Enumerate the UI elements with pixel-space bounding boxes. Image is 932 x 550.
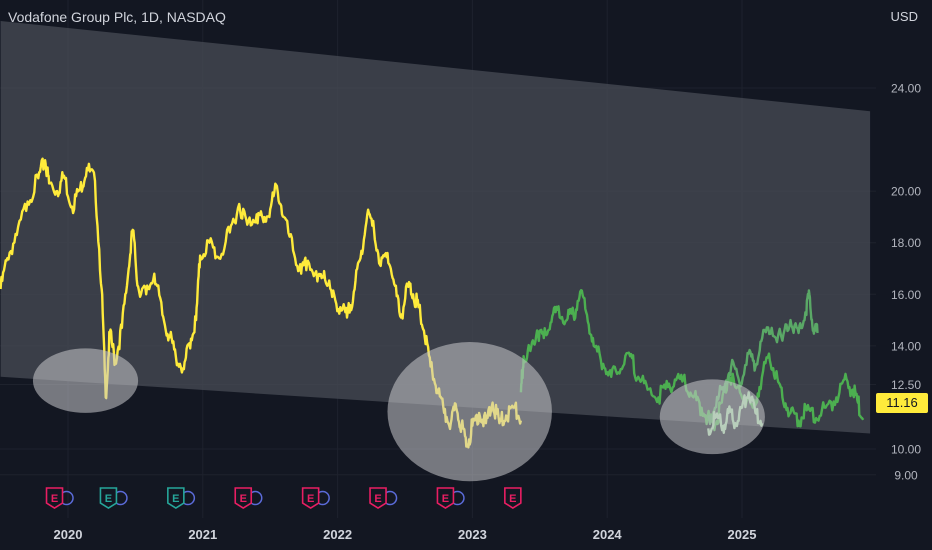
y-tick-label-5: 18.00	[891, 236, 921, 250]
earnings-marker-4[interactable]: E	[301, 487, 330, 509]
earnings-marker-letter-1: E	[105, 493, 112, 505]
y-tick-label-2: 12.50	[891, 378, 921, 392]
earnings-marker-6[interactable]: E	[436, 487, 465, 509]
time-axis[interactable]: 2020 2021 2022 2023 2024 2025	[54, 527, 757, 542]
x-tick-label-5: 2025	[728, 527, 757, 542]
y-tick-label-0: 9.00	[894, 468, 918, 482]
highlight-circle-2	[659, 379, 765, 455]
currency-label: USD	[890, 9, 918, 24]
x-tick-label-0: 2020	[54, 527, 83, 542]
y-tick-label-4: 16.00	[891, 288, 921, 302]
price-axis[interactable]: 9.00 10.00 12.50 14.00 16.00 18.00 20.00 24.00	[891, 82, 921, 483]
last-price-label: 11.16	[876, 393, 928, 413]
earnings-marker-letter-3: E	[240, 493, 247, 505]
earnings-marker-letter-6: E	[442, 493, 449, 505]
earnings-marker-3[interactable]: E	[234, 487, 263, 509]
earnings-marker-badge-7	[504, 487, 522, 509]
earnings-marker-1[interactable]: E	[99, 487, 128, 509]
earnings-marker-badge-2	[167, 487, 185, 509]
regression-channel	[0, 21, 871, 434]
y-tick-label-7: 24.00	[891, 82, 921, 96]
y-tick-label-6: 20.00	[891, 185, 921, 199]
y-tick-label-1: 10.00	[891, 443, 921, 457]
earnings-marker-letter-7: E	[509, 493, 516, 505]
earnings-marker-7[interactable]: E	[504, 487, 522, 509]
x-tick-label-2: 2022	[323, 527, 352, 542]
y-tick-label-3: 14.00	[891, 339, 921, 353]
earnings-marker-badge-4	[301, 487, 320, 509]
earnings-marker-badge-5	[369, 487, 387, 509]
earnings-marker-5[interactable]: E	[369, 487, 398, 509]
highlight-circle-1	[387, 341, 552, 482]
earnings-marker-badge-0	[45, 487, 64, 509]
x-tick-label-4: 2024	[593, 527, 623, 542]
earnings-marker-badge-3	[234, 487, 253, 509]
highlight-circle-0	[32, 348, 139, 413]
earnings-marker-letter-5: E	[374, 493, 381, 505]
earnings-marker-2[interactable]: E	[167, 487, 196, 509]
x-tick-label-3: 2023	[458, 527, 487, 542]
symbol-title[interactable]: Vodafone Group Plc, 1D, NASDAQ	[8, 9, 226, 25]
earnings-marker-letter-0: E	[51, 493, 58, 505]
earnings-marker-badge-1	[99, 487, 118, 509]
earnings-marker-0[interactable]: E	[45, 487, 74, 509]
earnings-marker-badge-6	[436, 487, 455, 509]
x-tick-label-1: 2021	[188, 527, 217, 542]
earnings-marker-letter-2: E	[172, 493, 179, 505]
earnings-marker-letter-4: E	[307, 493, 314, 505]
